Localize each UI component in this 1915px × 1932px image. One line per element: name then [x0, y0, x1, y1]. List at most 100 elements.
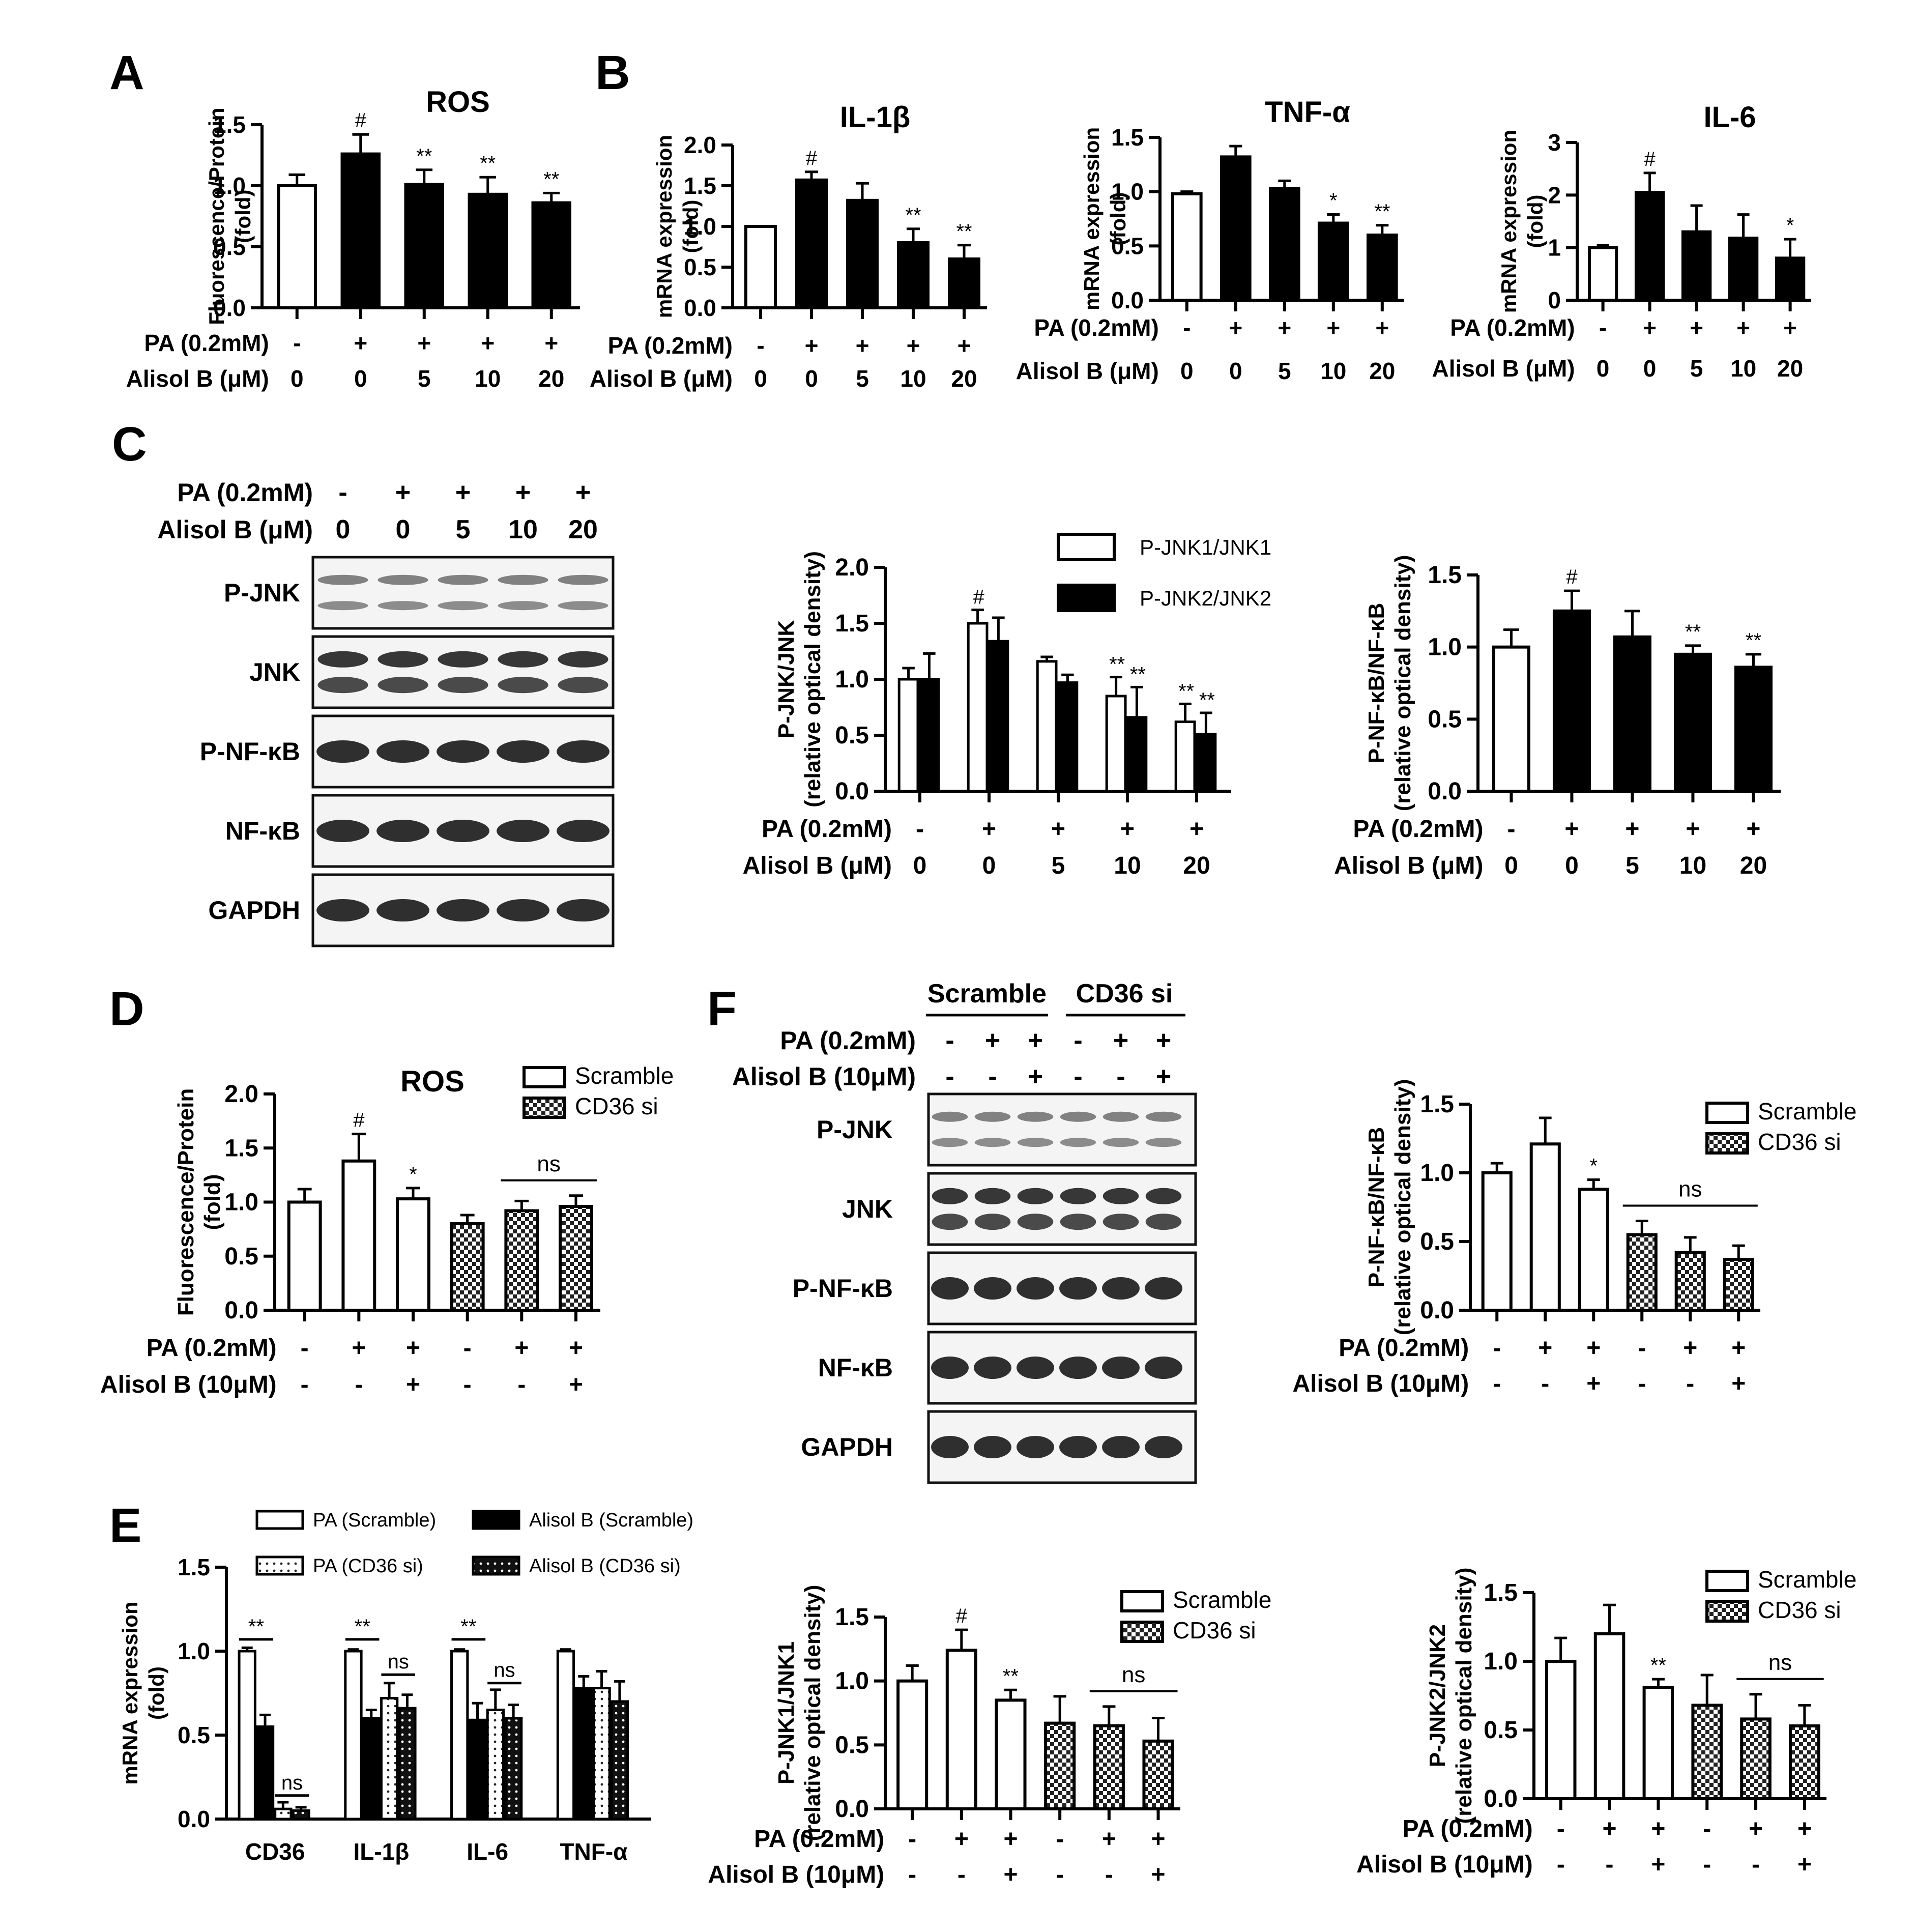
chart-f2-sig-mark: * — [1589, 1155, 1598, 1177]
chart-e1-bar — [344, 1650, 363, 1821]
panel-letter-f: F — [707, 982, 737, 1036]
chart-e3-ytick-label: 0.0 — [1484, 1785, 1518, 1812]
blotF-heads-alisol-value: + — [1156, 1062, 1171, 1091]
chart-a-bar — [277, 184, 317, 309]
chart-c2-row1-value: + — [1051, 816, 1065, 843]
chart-e3-legend-label: CD36 si — [1758, 1597, 1841, 1623]
panel-f-western-blot: Scramble CD36 si PA (0.2mM) Alisol B (10… — [732, 979, 1197, 1484]
chart-b3-row1-value: - — [1599, 314, 1607, 341]
blotC-heads-alisol-value: 0 — [396, 515, 411, 544]
blotF-band — [932, 1111, 968, 1122]
chart-f2-bar — [1529, 1142, 1561, 1312]
chart-a-row2-value: 0 — [291, 365, 304, 392]
chart-f2-row1-value: - — [1493, 1335, 1501, 1362]
chart-d-title: ROS — [400, 1065, 465, 1098]
chart-e2-bar — [1044, 1721, 1076, 1811]
chart-e1-category-label: CD36 — [245, 1838, 305, 1865]
chart-b3-sig-mark: * — [1786, 214, 1794, 237]
chart-b3-row2-value: 20 — [1777, 355, 1803, 382]
chart-b2-ytick-label: 0.0 — [1111, 287, 1144, 313]
chart-e3-bar — [1691, 1704, 1723, 1800]
chart-c3-sig-mark: ** — [1746, 629, 1761, 652]
blotF-band — [931, 1357, 969, 1379]
chart-b2-row1-value: + — [1229, 314, 1242, 341]
chart-e1-bar — [380, 1696, 399, 1821]
chart-b3-ytick-label: 1 — [1548, 235, 1561, 261]
panel-c-western-blot: PA (0.2mM) Alisol B (μM) - 0 +0 +5 +10 +20 P-… — [157, 478, 615, 947]
chart-b2-row1-value: + — [1278, 314, 1291, 341]
blotC-band — [378, 651, 428, 668]
chart-b1-row2-value: 10 — [900, 365, 926, 392]
chart-b3-ylabel-line2: (fold) — [1523, 195, 1547, 248]
chart-a-row2-value: 10 — [475, 365, 501, 392]
blotC-band — [558, 574, 608, 585]
chart-d-row2-value: - — [517, 1371, 526, 1398]
blotC-band — [498, 651, 548, 668]
chart-f2-row2-value: - — [1638, 1370, 1646, 1397]
chart-e2-ylabel-line1: P-JNK1/JNK1 — [774, 1641, 799, 1784]
blotC-band — [316, 740, 369, 763]
chart-e3-bar — [1545, 1660, 1577, 1800]
chart-b3-bar — [1775, 256, 1806, 302]
blot-f-alisol-label: Alisol B (10μM) — [732, 1062, 916, 1091]
chart-a-row2-label: Alisol B (μM) — [126, 365, 269, 392]
chart-f2-ytick-label: 1.0 — [1420, 1160, 1454, 1187]
chart-e1-bar — [292, 1809, 310, 1821]
chart-e2-row2-value: - — [958, 1861, 966, 1888]
chart-e3-row1-value: - — [1557, 1815, 1565, 1842]
blotC-band — [557, 820, 610, 842]
chart-d: 0.0 0.5 1.0 1.5 2.0 Fluorescence/Protein (fold… — [100, 1062, 674, 1398]
chart-c2-bar — [1036, 660, 1058, 793]
chart-f2-bar — [1578, 1188, 1609, 1312]
chart-e2-ylabel-line2: (relative optical density) — [800, 1585, 825, 1841]
chart-e1-bar — [274, 1807, 293, 1821]
chart-d-row2-value: - — [355, 1371, 363, 1398]
chart-b3-ylabel-line1: mRNA expression — [1497, 130, 1521, 313]
chart-c3-ylabel-line1: P-NF-κB/NF-κB — [1364, 603, 1389, 763]
chart-c3-bar — [1673, 652, 1712, 793]
chart-d-row1-value: + — [352, 1335, 366, 1362]
chart-f2-bar — [1626, 1233, 1658, 1312]
blotF-band — [1102, 1277, 1140, 1300]
blotF-blot-label: JNK — [842, 1195, 893, 1223]
blotC-band — [317, 601, 368, 611]
chart-b3-bar — [1681, 230, 1712, 302]
blotC-band — [317, 651, 368, 668]
chart-f2-row2-value: + — [1586, 1370, 1601, 1397]
blotF-band — [1060, 1111, 1096, 1122]
chart-e1-legend-label: Alisol B (Scramble) — [529, 1510, 693, 1531]
chart-e1-legend-label: PA (Scramble) — [313, 1510, 436, 1531]
chart-b1-ylabel-line2: (fold) — [679, 200, 703, 253]
blotF-band — [1102, 1214, 1139, 1230]
panel-letter-e: E — [109, 1498, 141, 1552]
chart-c2-row1-value: + — [1189, 816, 1204, 843]
chart-f2-row2-label: Alisol B (10μM) — [1293, 1370, 1469, 1397]
blotF-heads-pa-sign: + — [1028, 1026, 1043, 1055]
chart-c3-row1-value: + — [1564, 816, 1579, 843]
chart-b1-row1-value: + — [958, 332, 971, 359]
blotC-band — [317, 574, 368, 585]
chart-c2-row2-label: Alisol B (μM) — [743, 852, 892, 879]
chart-a-sig-mark: ** — [416, 145, 432, 167]
blotF-band — [1060, 1188, 1096, 1204]
chart-e3-row2-value: - — [1752, 1851, 1760, 1878]
chart-c3-row2-value: 0 — [1565, 852, 1579, 879]
chart-c2-sig-mark: ** — [1199, 689, 1215, 711]
chart-b2-ytick-label: 1.5 — [1111, 124, 1144, 151]
chart-d-row2-value: - — [463, 1371, 472, 1398]
chart-e2-row1-value: - — [1056, 1826, 1064, 1853]
chart-e1-bar — [450, 1650, 469, 1821]
blotF-band — [1145, 1357, 1182, 1379]
blotC-band — [438, 601, 488, 611]
chart-b1-row2-label: Alisol B (μM) — [590, 365, 733, 392]
chart-c2-bar — [1057, 681, 1079, 793]
chart-d-row1-value: - — [301, 1335, 309, 1362]
chart-c3-bar — [1552, 609, 1591, 793]
chart-c3-ytick-label: 0.0 — [1428, 778, 1462, 805]
chart-c2-ylabel-line1: P-JNK/JNK — [774, 620, 799, 738]
chart-f2-bar — [1723, 1258, 1754, 1312]
chart-e1-legend-swatch — [255, 1555, 304, 1576]
chart-e1-bar — [504, 1717, 523, 1821]
